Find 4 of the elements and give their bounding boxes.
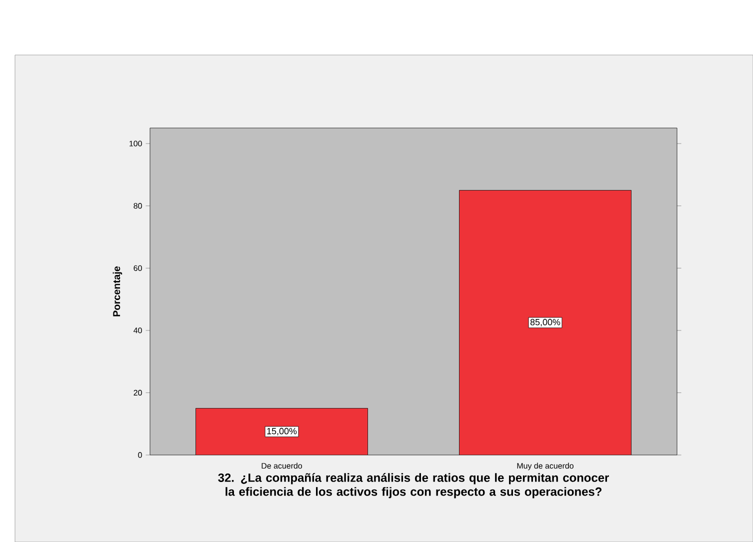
y-axis-title: Porcentaje [112, 266, 122, 316]
x-axis-title: 32. ¿La compañía realiza análisis de ratios que le permitan conocer la eficiencia de los activos fijos con respecto a sus operaciones? [218, 473, 609, 498]
data-label: 15,00% [267, 428, 297, 436]
data-label: 85,00% [530, 318, 560, 326]
